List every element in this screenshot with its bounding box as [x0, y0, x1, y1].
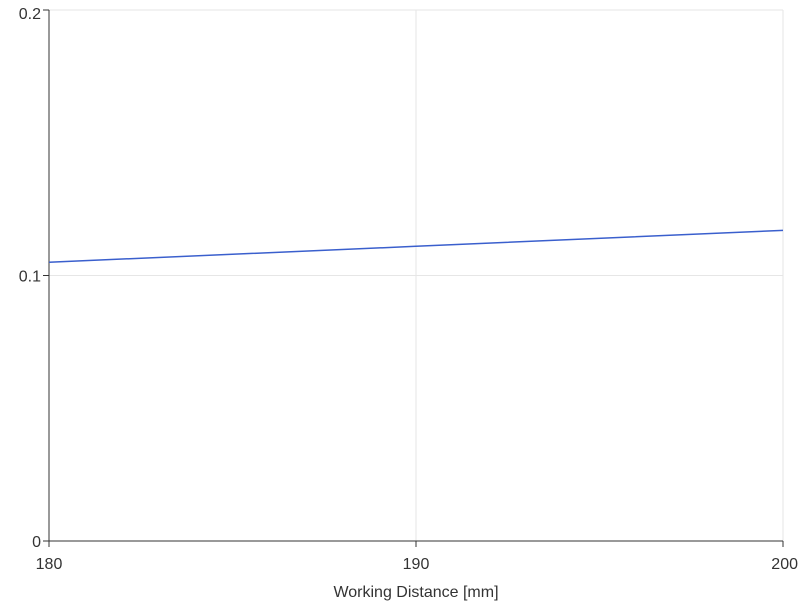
y-tick-label-2: 0.2: [19, 6, 41, 23]
series-line-0: [48, 229, 784, 263]
series: [48, 229, 784, 263]
x-tick-label-2: 200: [771, 556, 798, 573]
x-tick-label-1: 190: [403, 556, 430, 573]
x-axis-ticks: 180 190 200: [36, 541, 798, 573]
y-tick-label-0: 0: [32, 534, 41, 551]
y-tick-label-1: 0.1: [19, 269, 41, 286]
x-axis-title: Working Distance [mm]: [333, 584, 498, 601]
grid: [48, 9, 784, 542]
y-axis-ticks: 0 0.1 0.2: [19, 6, 49, 551]
x-tick-label-0: 180: [36, 556, 63, 573]
